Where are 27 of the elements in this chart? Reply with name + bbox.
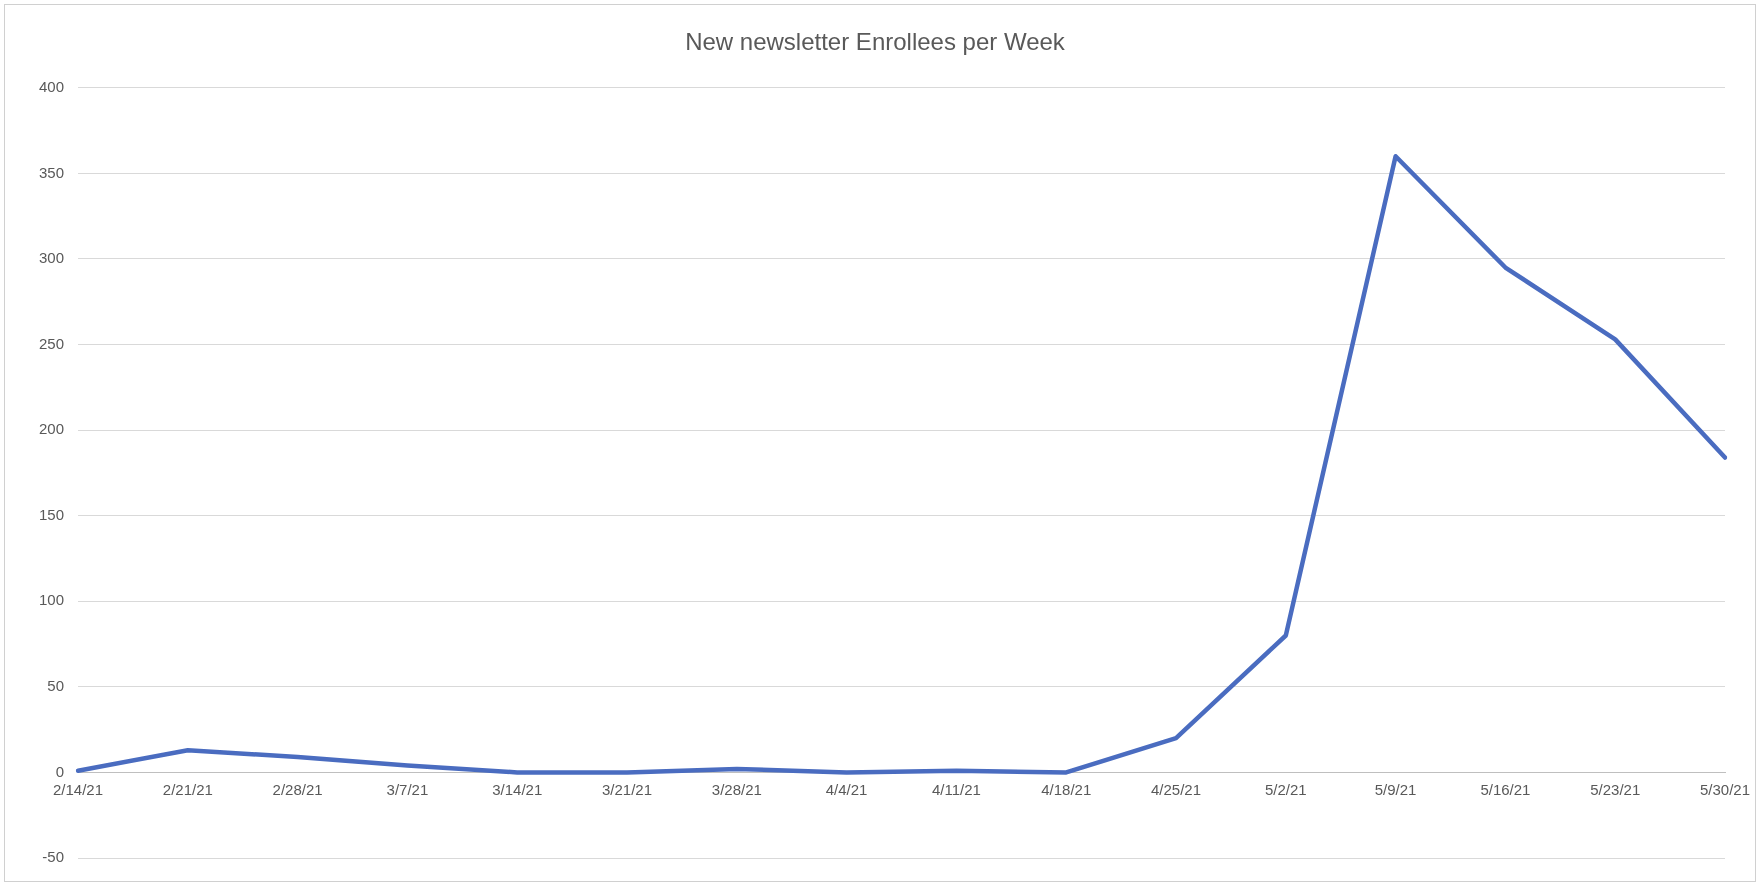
y-tick-label: 200 (39, 420, 65, 438)
chart-title: New newsletter Enrollees per Week (685, 28, 1066, 56)
x-tick-label: 2/28/21 (272, 780, 323, 798)
x-tick-label: 3/14/21 (492, 780, 543, 798)
x-tick-label: 5/23/21 (1590, 780, 1641, 798)
x-tick-label: 4/25/21 (1150, 780, 1202, 798)
x-tick-label: 2/14/21 (53, 780, 104, 798)
x-tick-label: 4/18/21 (1041, 780, 1092, 798)
y-tick-label: 50 (47, 676, 65, 694)
x-tick-label: 4/4/21 (825, 780, 868, 798)
x-tick-label: 3/21/21 (601, 780, 653, 798)
y-tick-label: 300 (39, 249, 65, 267)
y-tick-label: 400 (39, 77, 65, 95)
x-tick-label: 4/11/21 (931, 780, 981, 798)
x-tick-label: 3/7/21 (386, 780, 429, 798)
x-tick-label: 5/9/21 (1374, 780, 1417, 798)
x-tick-label: 5/30/21 (1699, 780, 1751, 798)
x-tick-label: 3/28/21 (711, 780, 762, 798)
x-tick-label: 5/16/21 (1480, 780, 1531, 798)
x-tick-label: 5/2/21 (1264, 780, 1307, 798)
y-tick-label: 350 (39, 163, 65, 181)
y-tick-label: 150 (39, 505, 65, 523)
y-tick-label: 250 (39, 334, 65, 352)
y-tick-label: 100 (39, 591, 65, 609)
y-tick-label: 0 (55, 762, 65, 780)
y-tick-label: -50 (42, 848, 65, 866)
x-tick-label: 2/21/21 (162, 780, 213, 798)
